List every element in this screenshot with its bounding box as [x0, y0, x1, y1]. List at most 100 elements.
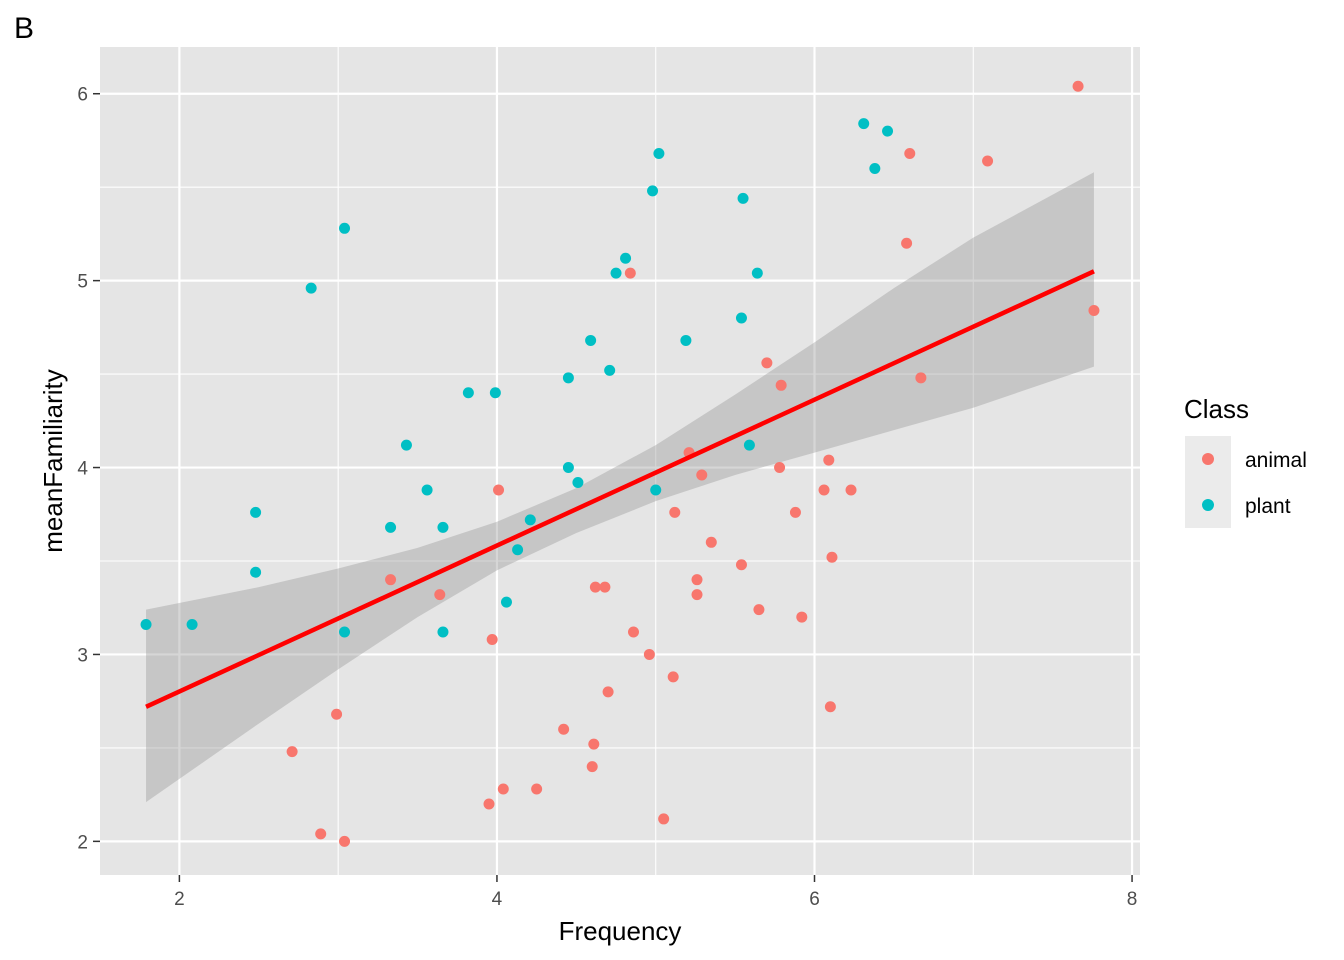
- legend-label-plant: plant: [1245, 495, 1291, 518]
- data-point-animal: [774, 462, 786, 474]
- legend-label-animal: animal: [1245, 449, 1307, 472]
- data-point-plant: [462, 387, 474, 399]
- y-tick-label: 5: [77, 272, 88, 293]
- data-point-plant: [512, 544, 524, 556]
- data-point-plant: [869, 162, 881, 174]
- data-point-animal: [599, 581, 611, 593]
- data-point-animal: [705, 536, 717, 548]
- data-point-plant: [400, 439, 412, 451]
- regression-line: [145, 269, 1095, 709]
- data-point-animal: [331, 708, 343, 720]
- data-point-animal: [658, 813, 670, 825]
- data-point-animal: [602, 686, 614, 698]
- data-point-plant: [339, 626, 351, 638]
- data-point-animal: [385, 574, 397, 586]
- data-point-animal: [775, 379, 787, 391]
- data-point-plant: [250, 566, 262, 578]
- data-point-plant: [385, 521, 397, 533]
- data-point-plant: [305, 282, 317, 294]
- data-point-animal: [1088, 305, 1100, 317]
- data-point-plant: [572, 476, 584, 488]
- major-gridlines: [100, 47, 1140, 875]
- legend-keys-background: [1185, 436, 1231, 528]
- data-point-animal: [823, 454, 835, 466]
- data-point-animal: [434, 589, 446, 601]
- data-point-animal: [826, 551, 838, 563]
- x-tick-label: 8: [1127, 889, 1138, 910]
- data-point-animal: [586, 761, 598, 773]
- data-point-plant: [562, 462, 574, 474]
- data-point-plant: [604, 364, 616, 376]
- data-point-plant: [737, 192, 749, 204]
- data-point-plant: [882, 125, 894, 137]
- data-point-animal: [531, 783, 543, 795]
- data-point-animal: [982, 155, 994, 167]
- data-point-plant: [421, 484, 433, 496]
- data-point-animal: [915, 372, 927, 384]
- plot-panel: [100, 47, 1140, 875]
- x-tick-label: 6: [809, 889, 820, 910]
- data-point-animal: [761, 357, 773, 369]
- data-point-plant: [647, 185, 659, 197]
- y-tick-label: 4: [77, 459, 88, 480]
- data-point-plant: [562, 372, 574, 384]
- data-point-plant: [751, 267, 763, 279]
- legend-key-plant: [1202, 499, 1214, 511]
- data-point-animal: [669, 506, 681, 518]
- data-point-plant: [489, 387, 501, 399]
- data-point-animal: [796, 611, 808, 623]
- data-point-plant: [186, 619, 198, 631]
- data-point-plant: [250, 506, 262, 518]
- data-point-animal: [735, 559, 747, 571]
- data-point-animal: [1072, 80, 1084, 92]
- data-point-plant: [620, 252, 632, 264]
- data-point-animal: [286, 746, 298, 758]
- data-point-animal: [753, 604, 765, 616]
- legend-key-animal: [1202, 453, 1214, 465]
- legend: Class animal plant: [1184, 394, 1307, 528]
- data-point-animal: [789, 506, 801, 518]
- data-point-plant: [610, 267, 622, 279]
- y-tick-label: 6: [77, 85, 88, 106]
- data-point-animal: [624, 267, 636, 279]
- data-point-animal: [493, 484, 505, 496]
- data-point-plant: [650, 484, 662, 496]
- data-point-animal: [696, 469, 708, 481]
- data-point-plant: [437, 521, 449, 533]
- data-point-animal: [486, 633, 498, 645]
- data-point-plant: [585, 334, 597, 346]
- x-tick-label: 2: [174, 889, 185, 910]
- data-point-animal: [588, 738, 600, 750]
- data-point-animal: [339, 835, 351, 847]
- points-layer: [140, 80, 1100, 847]
- x-tick-label: 4: [492, 889, 503, 910]
- panel-tag: B: [14, 12, 35, 45]
- data-point-animal: [691, 574, 703, 586]
- x-axis-label: Frequency: [559, 916, 682, 946]
- data-point-plant: [500, 596, 512, 608]
- data-point-plant: [735, 312, 747, 324]
- data-point-plant: [339, 222, 351, 234]
- data-point-animal: [589, 581, 601, 593]
- data-point-animal: [643, 648, 655, 660]
- data-point-plant: [858, 118, 870, 130]
- y-axis-label: meanFamiliarity: [38, 369, 68, 553]
- data-point-plant: [743, 439, 755, 451]
- data-point-animal: [558, 723, 570, 735]
- data-point-plant: [140, 619, 152, 631]
- data-point-animal: [667, 671, 679, 683]
- y-tick-label: 2: [77, 832, 88, 853]
- y-tick-label: 3: [77, 645, 88, 666]
- data-point-animal: [627, 626, 639, 638]
- minor-gridlines: [100, 47, 1140, 875]
- data-point-animal: [901, 237, 913, 249]
- legend-title: Class: [1184, 394, 1249, 424]
- data-point-plant: [653, 148, 665, 160]
- data-point-animal: [904, 148, 916, 160]
- data-point-animal: [315, 828, 327, 840]
- data-point-plant: [680, 334, 692, 346]
- data-point-animal: [497, 783, 509, 795]
- data-point-animal: [845, 484, 857, 496]
- data-point-animal: [824, 701, 836, 713]
